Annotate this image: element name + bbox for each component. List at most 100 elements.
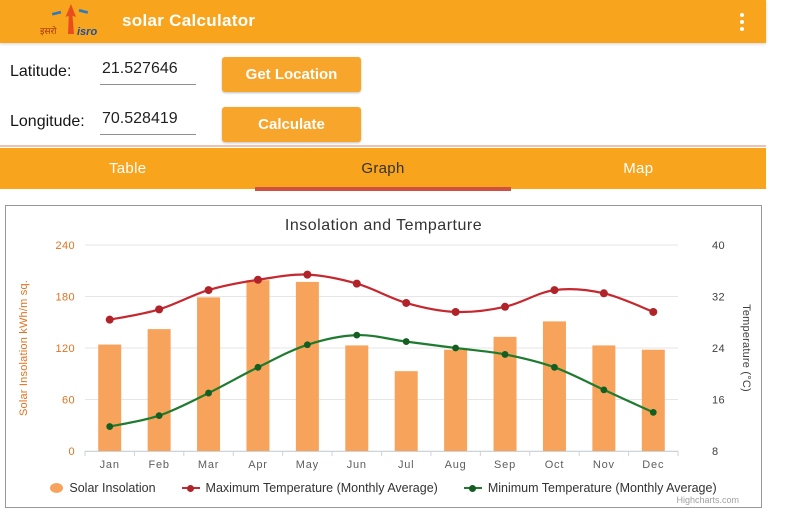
svg-text:Temperature (°C): Temperature (°C) (740, 304, 752, 392)
data-point-marker[interactable] (600, 386, 608, 394)
svg-text:Feb: Feb (148, 459, 169, 471)
legend-label: Solar Insolation (69, 481, 156, 495)
tab-table[interactable]: Table (108, 160, 147, 177)
data-point-marker[interactable] (452, 344, 460, 352)
legend-line-marker-icon (463, 484, 482, 492)
data-point-marker[interactable] (303, 270, 312, 279)
legend-label: Maximum Temperature (Monthly Average) (205, 481, 438, 495)
data-point-marker[interactable] (353, 331, 361, 339)
svg-text:120: 120 (55, 343, 75, 355)
svg-text:8: 8 (712, 446, 719, 458)
chart-legend: Solar Insolation Maximum Temperature (Mon… (6, 481, 761, 495)
legend-label: Minimum Temperature (Monthly Average) (487, 481, 717, 495)
insolation-temperature-chart: 0 60 120 180 240 8 16 24 32 40 Solar Insolation kW… (18, 240, 752, 471)
data-point-marker[interactable] (402, 338, 410, 345)
svg-text:60: 60 (62, 395, 75, 407)
insolation-bars (98, 280, 665, 451)
data-point-marker[interactable] (253, 275, 262, 284)
longitude-label: Longitude: (10, 113, 85, 130)
right-axis-labels: 8 16 24 32 40 (712, 240, 725, 458)
gridlines (85, 244, 678, 452)
left-axis-labels: 0 60 120 180 240 (55, 240, 75, 458)
data-point-marker[interactable] (550, 286, 559, 295)
legend-line-marker-icon (181, 484, 200, 492)
data-point-marker[interactable] (501, 302, 510, 311)
data-point-marker[interactable] (205, 389, 212, 397)
svg-text:Apr: Apr (248, 459, 268, 471)
axis-titles: Solar Insolation kWh/m sq. Temperature (°… (18, 280, 752, 416)
insolation-bar[interactable] (641, 349, 665, 451)
insolation-bar[interactable] (493, 336, 517, 451)
highcharts-credit: Highcharts.com (676, 495, 739, 505)
data-point-marker[interactable] (155, 305, 164, 314)
data-point-marker[interactable] (352, 279, 361, 288)
app-window: इसरो isro solar Calculator Latitude: Get… (0, 0, 766, 508)
data-point-marker[interactable] (303, 341, 311, 349)
data-point-marker[interactable] (599, 289, 608, 298)
svg-text:16: 16 (712, 395, 725, 407)
data-point-marker[interactable] (254, 363, 262, 371)
active-tab-indicator (255, 187, 511, 191)
svg-text:Aug: Aug (445, 459, 467, 471)
tab-map[interactable]: Map (623, 160, 654, 177)
calculate-button[interactable]: Calculate (222, 107, 361, 142)
isro-logo: इसरो isro (40, 4, 97, 38)
insolation-bar[interactable] (592, 345, 616, 451)
legend-item[interactable]: Maximum Temperature (Monthly Average) (181, 481, 438, 495)
insolation-bar[interactable] (444, 349, 468, 451)
latitude-label: Latitude: (10, 63, 72, 80)
x-axis: Jan Feb Mar Apr May Jun Jul Aug Sep Oct Nov Dec (84, 451, 679, 471)
overflow-menu-icon[interactable] (732, 7, 752, 36)
insolation-bar[interactable] (147, 329, 171, 451)
data-point-marker[interactable] (106, 423, 114, 430)
svg-text:180: 180 (55, 292, 75, 304)
tab-graph[interactable]: Graph (255, 148, 511, 191)
svg-text:May: May (296, 459, 319, 471)
svg-text:240: 240 (55, 240, 75, 252)
svg-text:40: 40 (712, 240, 725, 252)
longitude-input[interactable] (100, 110, 196, 135)
app-bar: इसरो isro solar Calculator (0, 0, 766, 43)
max-temperature-line (105, 270, 658, 324)
data-point-marker[interactable] (501, 351, 509, 358)
svg-text:Mar: Mar (198, 459, 219, 471)
data-point-marker[interactable] (551, 363, 558, 371)
svg-text:Sep: Sep (494, 459, 516, 471)
legend-bar-marker-icon (50, 483, 64, 493)
data-point-marker[interactable] (649, 408, 657, 416)
svg-text:isro: isro (77, 26, 97, 38)
insolation-bar[interactable] (98, 344, 122, 451)
svg-text:Oct: Oct (545, 459, 565, 471)
get-location-button[interactable]: Get Location (222, 57, 361, 92)
chart-panel: Insolation and Temparture 0 60 120 180 240 8 1… (5, 205, 762, 508)
svg-text:इसरो: इसरो (40, 25, 57, 37)
page-title: solar Calculator (122, 11, 256, 30)
data-point-marker[interactable] (204, 286, 213, 295)
divider (0, 145, 766, 147)
svg-text:Solar Insolation kWh/m sq.: Solar Insolation kWh/m sq. (18, 280, 30, 416)
data-point-marker[interactable] (105, 315, 114, 324)
data-point-marker[interactable] (451, 307, 460, 316)
latitude-input[interactable] (100, 60, 196, 85)
data-point-marker[interactable] (402, 298, 411, 307)
insolation-bar[interactable] (345, 345, 369, 451)
data-point-marker[interactable] (649, 307, 658, 316)
svg-text:0: 0 (68, 446, 75, 458)
svg-text:24: 24 (712, 343, 725, 355)
insolation-bar[interactable] (197, 297, 221, 451)
legend-item[interactable]: Minimum Temperature (Monthly Average) (463, 481, 717, 495)
insolation-bar[interactable] (542, 321, 566, 451)
svg-text:Jan: Jan (100, 459, 120, 471)
insolation-bar[interactable] (295, 281, 319, 451)
chart-title: Insolation and Temparture (284, 217, 483, 234)
data-point-marker[interactable] (155, 412, 163, 419)
svg-text:Jun: Jun (347, 459, 367, 471)
svg-text:Dec: Dec (642, 459, 664, 471)
svg-text:Nov: Nov (593, 459, 615, 471)
legend-item[interactable]: Solar Insolation (50, 481, 156, 495)
svg-text:32: 32 (712, 292, 725, 304)
min-temperature-line (106, 331, 657, 430)
svg-text:Jul: Jul (398, 459, 414, 471)
insolation-bar[interactable] (394, 371, 418, 451)
tab-bar: Table Graph Map (0, 148, 766, 191)
